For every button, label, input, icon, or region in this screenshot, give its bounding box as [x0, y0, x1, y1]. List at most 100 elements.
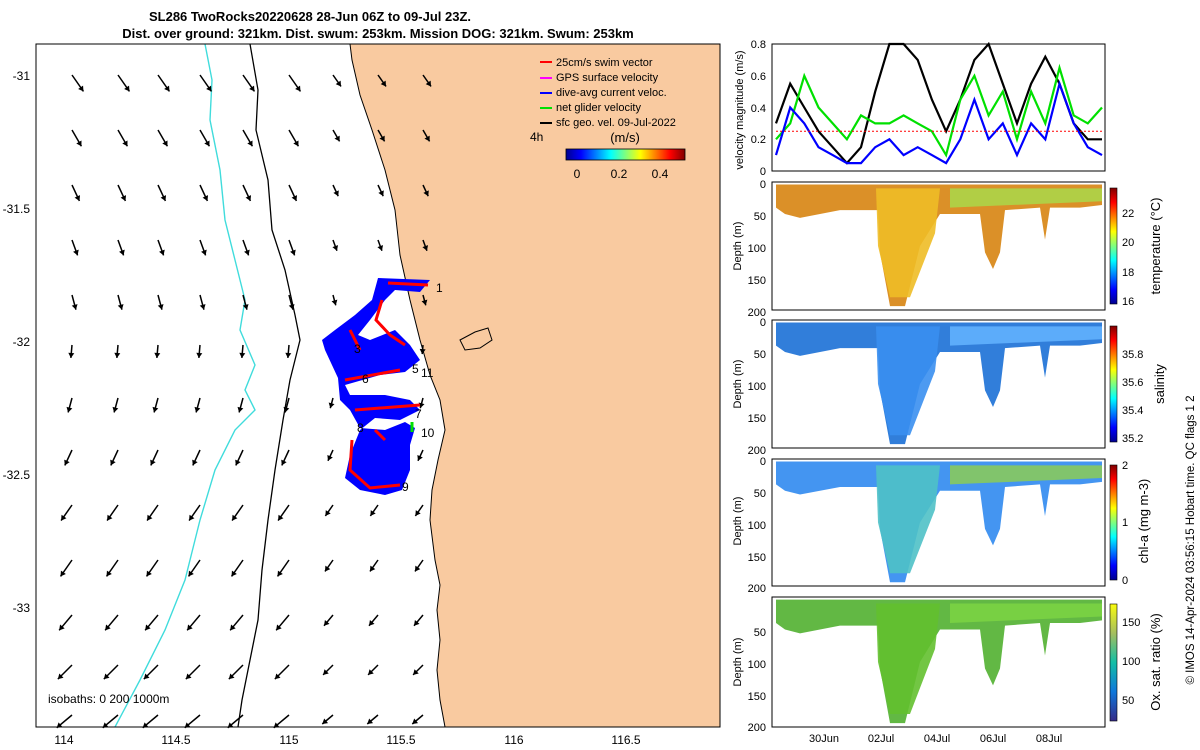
temp-ytick: 50 [754, 211, 766, 223]
xtick: 04Jul [924, 733, 950, 745]
geo-velocity-arrow [199, 129, 211, 147]
geo-velocity-arrow [273, 714, 290, 729]
track-red-vectors [344, 281, 429, 490]
geo-velocity-arrow [377, 129, 386, 142]
legend-label-dive: dive-avg current veloc. [556, 87, 667, 99]
velocity-plot-area [771, 43, 1106, 172]
xtick: 02Jul [868, 733, 894, 745]
geo-velocity-arrow [154, 344, 161, 359]
geo-velocity-arrow [276, 559, 290, 577]
sal-ytick: 50 [754, 349, 766, 361]
geo-velocity-arrow [285, 344, 292, 359]
geo-velocity-arrow [328, 397, 335, 409]
geo-velocity-arrow [242, 74, 256, 92]
vel-ytick: 0.6 [751, 71, 766, 83]
geo-velocity-arrow [199, 294, 206, 310]
legend-label-sfc: sfc geo. vel. 09-Jul-2022 [556, 117, 676, 129]
sal-colorbar [1109, 325, 1118, 443]
velocity-series-line [774, 41, 1102, 165]
temp-cbar-tick: 22 [1122, 208, 1134, 220]
geo-velocity-arrow [237, 397, 244, 413]
geo-velocity-arrow [322, 664, 334, 676]
geo-velocity-arrow [199, 184, 209, 202]
sal-cbar-tick: 35.2 [1122, 433, 1143, 445]
lon-tick: 115 [279, 733, 298, 747]
xtick: 06Jul [980, 733, 1006, 745]
oxygen-section [771, 596, 1106, 728]
geo-velocity-arrow [187, 559, 201, 577]
geo-velocity-arrow [369, 559, 379, 572]
geo-velocity-arrow [59, 559, 73, 577]
header-line-1: SL286 TwoRocks20220628 28-Jun 06Z to 09-… [149, 9, 471, 24]
isobaths-label: isobaths: 0 200 1000m [48, 692, 169, 706]
geo-velocity-arrow [146, 504, 159, 521]
temp-ytick: 0 [760, 179, 766, 191]
sal-cbar-tick: 35.8 [1122, 349, 1143, 361]
geo-velocity-arrow [288, 239, 296, 256]
ox-ytick: 200 [748, 722, 766, 734]
geo-velocity-arrow [117, 294, 124, 310]
geo-velocity-arrow [112, 397, 119, 413]
land-mass [349, 44, 720, 727]
geo-velocity-arrow [71, 294, 78, 310]
geo-velocity-arrow [71, 129, 83, 147]
waypoint-6: 6 [362, 372, 369, 386]
geo-velocity-arrow [422, 74, 432, 87]
sal-ytick: 150 [748, 413, 766, 425]
isobath-0 [237, 44, 301, 727]
geo-velocity-arrow [366, 714, 379, 725]
vel-ytick: 0.4 [751, 103, 766, 115]
geo-velocity-arrow [71, 239, 79, 256]
glider-track [322, 278, 430, 495]
chl-ytick: 150 [748, 552, 766, 564]
geo-velocity-arrow [194, 397, 201, 413]
speed-colorbar [565, 148, 686, 161]
map-legend: 25cm/s swim vector GPS surface velocity … [530, 57, 686, 181]
map-frame [35, 43, 721, 728]
ox-cbar-tick: 150 [1122, 617, 1140, 629]
geo-velocity-arrow [231, 504, 244, 521]
velocity-yticks: 0 0.2 0.4 0.6 0.8 [751, 39, 766, 178]
geo-velocity-arrow [367, 664, 379, 676]
geo-velocity-arrow [412, 664, 424, 676]
chl-ytick: 0 [760, 456, 766, 468]
geo-velocity-arrow [414, 504, 424, 517]
geo-velocity-arrow [332, 184, 339, 197]
geo-velocity-arrow [105, 559, 119, 577]
geo-velocity-arrow [199, 239, 207, 256]
geo-velocity-arrow [368, 614, 379, 627]
geo-velocity-arrow [102, 714, 119, 729]
legend-label-net: net glider velocity [556, 102, 641, 114]
geo-velocity-arrow [58, 614, 73, 631]
waypoint-11: 11 [421, 366, 434, 380]
lon-tick: 115.5 [386, 733, 415, 747]
rottnest-island [459, 327, 493, 351]
geo-velocity-arrow [150, 449, 159, 466]
track-blue-band [322, 278, 430, 495]
sal-cbar-tick: 35.6 [1122, 377, 1143, 389]
geo-velocity-arrow [419, 344, 426, 355]
geo-velocity-arrow [117, 74, 131, 92]
velocity-series [774, 41, 1103, 165]
velocity-series-line [774, 79, 1103, 165]
isobath-200 [114, 44, 256, 727]
temp-ytick: 150 [748, 275, 766, 287]
geo-velocity-arrow [117, 129, 129, 147]
sal-cbar-label: salinity [1152, 364, 1167, 404]
lat-tick: -31 [13, 69, 31, 83]
chl-cbar-tick: 2 [1122, 460, 1128, 472]
geo-velocity-arrow [192, 449, 201, 466]
lon-tick: 116 [504, 733, 523, 747]
geo-velocity-arrow [186, 614, 201, 631]
temp-cbar-tick: 16 [1122, 296, 1134, 308]
lat-tick: -32.5 [3, 468, 31, 482]
legend-label-swim: 25cm/s swim vector [556, 57, 653, 69]
geo-velocity-arrow [323, 614, 334, 627]
geo-velocity-arrow [230, 559, 244, 577]
sal-ytick: 0 [760, 317, 766, 329]
waypoint-9: 9 [402, 480, 409, 494]
waypoint-labels: 1 3 5 6 7 8 9 10 11 [354, 281, 443, 494]
map-panel: 1 3 5 6 7 8 9 10 11 -31 -31.5 -32 -32.5 … [3, 43, 721, 747]
geo-velocity-arrow [144, 614, 159, 631]
